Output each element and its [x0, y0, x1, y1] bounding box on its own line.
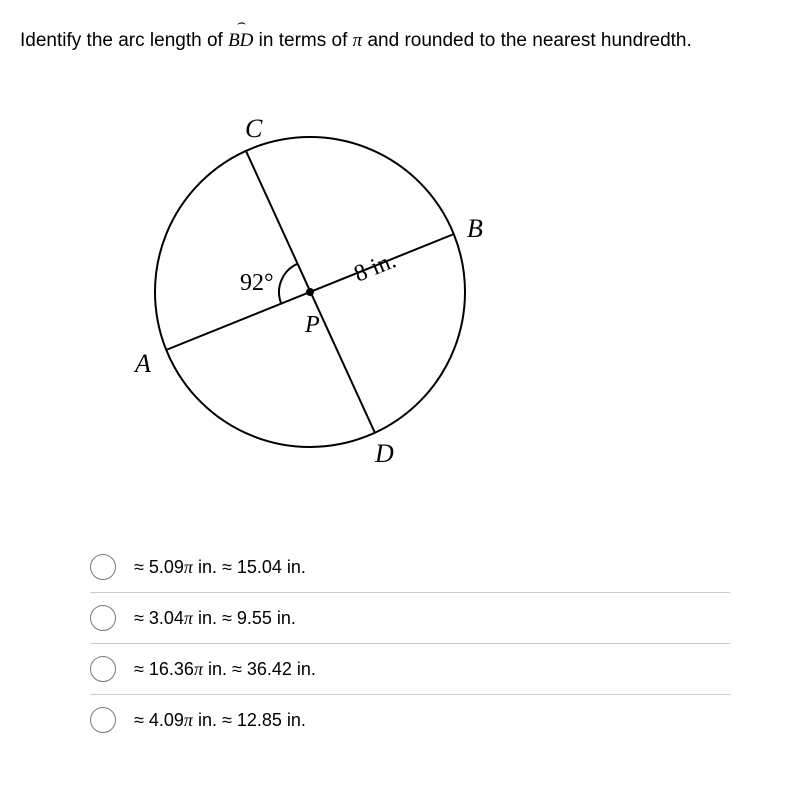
pi-symbol: π — [184, 557, 193, 577]
question-prefix: Identify the arc length of — [20, 30, 228, 51]
answer-pi-value: ≈ 5.09 — [134, 557, 184, 577]
answer-text: ≈ 5.09π in. ≈ 15.04 in. — [134, 557, 306, 578]
answer-decimal: ≈ 12.85 in. — [222, 710, 306, 730]
pi-symbol: π — [184, 608, 193, 628]
answer-option[interactable]: ≈ 4.09π in. ≈ 12.85 in. — [90, 695, 730, 745]
arc-label: BD — [228, 30, 253, 52]
answer-unit: in. — [193, 557, 222, 577]
answer-option[interactable]: ≈ 5.09π in. ≈ 15.04 in. — [90, 542, 730, 593]
question-middle: in terms of — [253, 30, 352, 51]
answer-option[interactable]: ≈ 16.36π in. ≈ 36.42 in. — [90, 644, 730, 695]
answer-pi-value: ≈ 3.04 — [134, 608, 184, 628]
radio-button[interactable] — [90, 554, 116, 580]
radio-button[interactable] — [90, 605, 116, 631]
diagram-container: C B A D P 92° 8 in. — [20, 82, 780, 502]
answer-decimal: ≈ 9.55 in. — [222, 608, 296, 628]
svg-text:B: B — [467, 214, 483, 243]
answer-decimal: ≈ 36.42 in. — [232, 659, 316, 679]
answer-pi-value: ≈ 16.36 — [134, 659, 194, 679]
answer-text: ≈ 16.36π in. ≈ 36.42 in. — [134, 659, 316, 680]
answer-text: ≈ 3.04π in. ≈ 9.55 in. — [134, 608, 296, 629]
svg-text:D: D — [374, 439, 394, 468]
question-suffix: and rounded to the nearest hundredth. — [362, 30, 692, 51]
answer-text: ≈ 4.09π in. ≈ 12.85 in. — [134, 710, 306, 731]
answer-unit: in. — [203, 659, 232, 679]
svg-text:92°: 92° — [240, 270, 274, 296]
answer-unit: in. — [193, 710, 222, 730]
svg-text:8 in.: 8 in. — [351, 247, 400, 287]
answer-unit: in. — [193, 608, 222, 628]
answer-option[interactable]: ≈ 3.04π in. ≈ 9.55 in. — [90, 593, 730, 644]
svg-text:A: A — [133, 349, 151, 378]
pi-symbol: π — [184, 710, 193, 730]
radio-button[interactable] — [90, 656, 116, 682]
question-text: Identify the arc length of BD in terms o… — [20, 30, 780, 52]
radio-button[interactable] — [90, 707, 116, 733]
svg-text:C: C — [245, 114, 263, 143]
svg-text:P: P — [304, 312, 320, 338]
answer-decimal: ≈ 15.04 in. — [222, 557, 306, 577]
answers-list: ≈ 5.09π in. ≈ 15.04 in. ≈ 3.04π in. ≈ 9.… — [90, 542, 730, 745]
answer-pi-value: ≈ 4.09 — [134, 710, 184, 730]
circle-diagram: C B A D P 92° 8 in. — [80, 82, 500, 502]
pi-symbol: π — [353, 30, 363, 51]
pi-symbol: π — [194, 659, 203, 679]
